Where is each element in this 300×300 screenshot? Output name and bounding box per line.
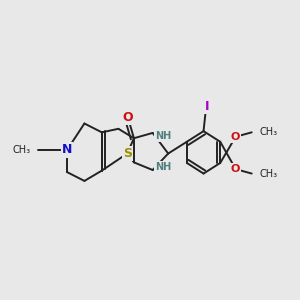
Text: O: O xyxy=(231,164,240,174)
Text: CH₃: CH₃ xyxy=(13,145,31,155)
Text: NH: NH xyxy=(155,131,171,141)
Text: N: N xyxy=(62,143,72,157)
Text: CH₃: CH₃ xyxy=(259,127,277,137)
Text: S: S xyxy=(123,147,132,160)
Text: CH₃: CH₃ xyxy=(259,169,277,178)
Text: NH: NH xyxy=(155,162,171,172)
Text: I: I xyxy=(205,100,209,113)
Text: O: O xyxy=(231,132,240,142)
Text: O: O xyxy=(122,111,133,124)
